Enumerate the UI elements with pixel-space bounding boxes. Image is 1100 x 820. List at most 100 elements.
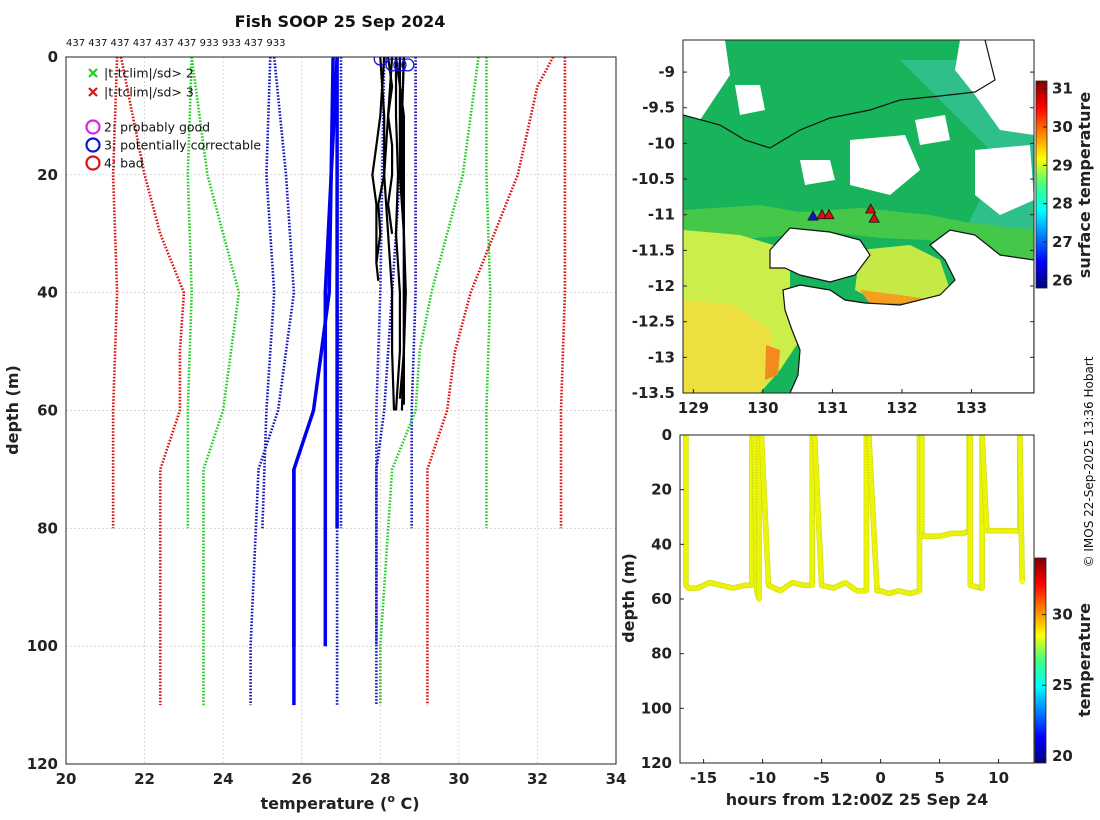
xtick-22: 22 bbox=[134, 770, 155, 788]
sst-map bbox=[683, 40, 1034, 393]
ytick-40: 40 bbox=[37, 284, 58, 302]
clim-mean-line-2 bbox=[323, 57, 339, 647]
xbt-profile-6 bbox=[386, 57, 394, 234]
clim-limit-line-6 bbox=[190, 57, 241, 706]
clim-limit-line-10 bbox=[249, 57, 296, 706]
legend-x-marker-1 bbox=[88, 87, 98, 97]
clim-limit-line-4 bbox=[261, 57, 276, 529]
time-colorbar bbox=[1034, 557, 1047, 764]
vessel-marker-2 bbox=[807, 210, 819, 221]
map-ytick-5: -11.5 bbox=[632, 241, 675, 259]
xtick-32: 32 bbox=[527, 770, 548, 788]
time-colorbar-label: temperature bbox=[1075, 603, 1094, 717]
time-ytick-6: 120 bbox=[641, 754, 672, 772]
legend-circle-marker-4 bbox=[85, 155, 101, 171]
profile-ylabel: depth (m) bbox=[3, 365, 22, 455]
map-ytick-3: -10.5 bbox=[632, 170, 675, 188]
map-cb-tick-3: 29 bbox=[1052, 156, 1073, 174]
profile-xlabel-post: C) bbox=[395, 794, 420, 813]
flag-circle-3 bbox=[401, 58, 415, 72]
xtick-26: 26 bbox=[291, 770, 312, 788]
map-cb-tick-0: 26 bbox=[1052, 271, 1073, 289]
time-cb-tick-2: 30 bbox=[1052, 606, 1073, 624]
xtick-28: 28 bbox=[370, 770, 391, 788]
flag-circle-0 bbox=[373, 57, 387, 66]
flag-circle-1 bbox=[385, 58, 399, 72]
legend-label-3: 3: potentially correctable bbox=[104, 138, 261, 153]
land-tiwi-islands bbox=[769, 227, 871, 283]
time-ytick-1: 20 bbox=[651, 481, 672, 499]
map-ytick-2: -10 bbox=[648, 134, 675, 152]
profile-data bbox=[111, 57, 567, 706]
time-ytick-5: 100 bbox=[641, 699, 672, 717]
ytick-100: 100 bbox=[27, 637, 58, 655]
ytick-20: 20 bbox=[37, 166, 58, 184]
clim-limit-line-8 bbox=[119, 57, 186, 706]
ytick-60: 60 bbox=[37, 402, 58, 420]
depth-time-track bbox=[683, 435, 1026, 602]
clim-mean-line-1 bbox=[292, 57, 335, 647]
map-ytick-9: -13.5 bbox=[632, 384, 675, 402]
legend-label-0: |t-tclim|/sd> 2 bbox=[104, 66, 194, 81]
xtick-34: 34 bbox=[606, 770, 627, 788]
time-xtick-5: 10 bbox=[988, 769, 1009, 787]
profile-xlabel: temperature (o C) bbox=[260, 792, 419, 813]
sst-gulf-water bbox=[855, 245, 950, 303]
time-ytick-3: 60 bbox=[651, 590, 672, 608]
legend-label-2: 2: probably good bbox=[104, 120, 210, 135]
time-ytick-4: 80 bbox=[651, 645, 672, 663]
legend-circle-marker-2 bbox=[85, 119, 101, 135]
time-xlabel: hours from 12:00Z 25 Sep 24 bbox=[726, 790, 988, 809]
map-colorbar bbox=[1035, 80, 1048, 289]
flag-circle-2 bbox=[393, 58, 407, 72]
ytick-120: 120 bbox=[27, 755, 58, 773]
map-ytick-0: -9 bbox=[658, 63, 675, 81]
time-cb-tick-1: 25 bbox=[1052, 676, 1073, 694]
map-xtick-1: 130 bbox=[747, 399, 778, 417]
map-xtick-2: 131 bbox=[817, 399, 848, 417]
legend-x-marker-0 bbox=[88, 68, 98, 78]
map-cb-tick-5: 31 bbox=[1052, 80, 1073, 98]
time-cb-tick-0: 20 bbox=[1052, 747, 1073, 765]
map-ytick-1: -9.5 bbox=[642, 99, 675, 117]
ytick-80: 80 bbox=[37, 519, 58, 537]
imos-credit: © IMOS 22-Sep-2025 13:36 Hobart bbox=[1082, 356, 1096, 567]
time-colorbar-ticks: 20 25 30 bbox=[1042, 606, 1073, 765]
sst-cloud-gaps bbox=[683, 40, 1034, 215]
time-xtick-3: 0 bbox=[875, 769, 885, 787]
land-mainland bbox=[782, 229, 1034, 393]
vessel-marker-3 bbox=[864, 203, 877, 214]
xtick-20: 20 bbox=[56, 770, 77, 788]
profile-title: Fish SOOP 25 Sep 2024 bbox=[235, 12, 446, 31]
vessel-marker-0 bbox=[816, 208, 828, 220]
map-colorbar-label: surface temperature bbox=[1075, 92, 1094, 279]
legend-circle-marker-3 bbox=[85, 137, 101, 153]
profile-panel: Fish SOOP 25 Sep 2024 437 437 437 437 43… bbox=[3, 12, 626, 813]
time-ytick-0: 0 bbox=[662, 426, 672, 444]
xtick-30: 30 bbox=[448, 770, 469, 788]
legend-label-4: 4: bad bbox=[104, 156, 144, 171]
map-ytick-6: -12 bbox=[648, 277, 675, 295]
time-ytick-2: 40 bbox=[651, 535, 672, 553]
vessel-markers bbox=[807, 203, 880, 223]
time-xtick-4: 5 bbox=[934, 769, 944, 787]
ytick-0: 0 bbox=[48, 48, 58, 66]
vessel-marker-4 bbox=[868, 212, 880, 223]
sst-southwest-hotspot bbox=[765, 345, 780, 380]
map-xtick-0: 129 bbox=[678, 399, 709, 417]
xbt-profile-5 bbox=[394, 57, 401, 411]
xbt-profile-1 bbox=[371, 57, 386, 264]
time-xtick-0: -15 bbox=[690, 769, 717, 787]
time-xtick-2: -5 bbox=[813, 769, 830, 787]
profile-xlabel-pre: temperature ( bbox=[260, 794, 387, 813]
probe-id-row: 437 437 437 437 437 437 933 933 437 933 bbox=[66, 38, 285, 49]
sst-coastal-band bbox=[683, 205, 1034, 265]
clim-limit-line-7 bbox=[378, 57, 480, 706]
map-colorbar-ticks: 26 27 28 29 30 31 bbox=[1043, 80, 1073, 289]
legend-label-1: |t-tclim|/sd> 3 bbox=[104, 85, 194, 100]
map-ytick-8: -13 bbox=[648, 348, 675, 366]
profile-axes-box bbox=[65, 56, 617, 765]
